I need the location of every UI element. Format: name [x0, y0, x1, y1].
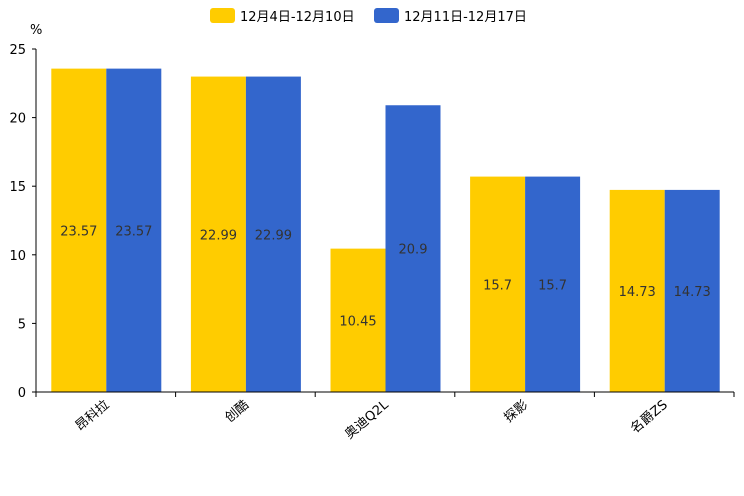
x-axis: 昂科拉 创酷 奥迪Q2L 探影 名爵ZS [35, 391, 735, 442]
y-tick-label: 15 [9, 180, 26, 195]
x-category-label: 昂科拉 [73, 398, 113, 435]
x-category-label: 名爵ZS [627, 397, 670, 437]
bar-value-label: 15.7 [483, 278, 512, 293]
bar[interactable] [106, 68, 162, 392]
bar-value-label: 10.45 [339, 314, 376, 329]
y-tick-label: 5 [18, 317, 26, 332]
bar-value-label: 22.99 [200, 228, 237, 243]
legend-label[interactable]: 12月4日-12月10日 [240, 10, 355, 25]
bar-value-label: 23.57 [60, 224, 97, 239]
bar-value-label: 14.73 [619, 285, 656, 300]
bar[interactable] [245, 76, 301, 392]
bar-value-label: 22.99 [255, 228, 292, 243]
legend: 12月4日-12月10日 12月11日-12月17日 [210, 8, 527, 25]
y-tick-label: 0 [18, 386, 26, 401]
y-axis: 0 5 10 15 20 25 [9, 43, 37, 401]
bar-value-label: 23.57 [115, 224, 152, 239]
legend-swatch[interactable] [210, 8, 235, 23]
y-tick-label: 25 [9, 43, 26, 58]
bar[interactable] [330, 248, 386, 392]
x-category-label: 创酷 [222, 398, 252, 426]
x-category-label: 奥迪Q2L [342, 397, 392, 442]
bar[interactable] [609, 189, 665, 392]
bar[interactable] [51, 68, 107, 392]
bar[interactable] [470, 176, 526, 392]
bar[interactable] [525, 176, 581, 392]
bar-value-label: 15.7 [538, 278, 567, 293]
legend-label[interactable]: 12月11日-12月17日 [404, 10, 527, 25]
bar[interactable] [385, 105, 441, 392]
bar-series-group: 23.57 23.57 22.99 22.99 10.45 20.9 15.7 15.7 14.… [51, 68, 720, 392]
bar-value-label: 14.73 [674, 285, 711, 300]
bar[interactable] [190, 76, 246, 392]
x-category-label: 探影 [502, 398, 532, 426]
bar[interactable] [664, 189, 720, 392]
y-axis-unit-label: % [30, 23, 42, 38]
legend-swatch[interactable] [374, 8, 399, 23]
y-tick-label: 20 [9, 112, 26, 127]
bar-value-label: 20.9 [399, 243, 428, 258]
y-tick-label: 10 [9, 249, 26, 264]
